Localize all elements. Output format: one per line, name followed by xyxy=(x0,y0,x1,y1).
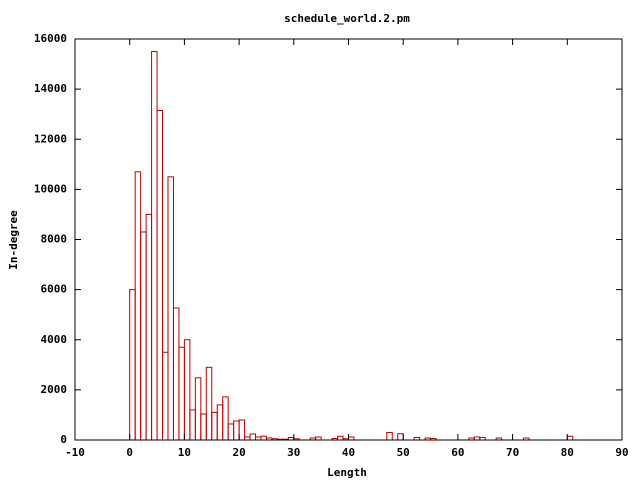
bar xyxy=(337,435,344,441)
bar xyxy=(249,433,257,441)
bar xyxy=(566,435,574,441)
y-tick-label: 0 xyxy=(60,433,67,446)
bar xyxy=(172,307,180,441)
bar xyxy=(211,411,218,441)
bar xyxy=(167,176,174,441)
x-tick-label: 90 xyxy=(615,446,628,459)
x-tick-label: 40 xyxy=(342,446,355,459)
x-tick-label: 70 xyxy=(506,446,519,459)
bar xyxy=(156,109,164,441)
y-tick-label: 16000 xyxy=(34,32,67,45)
y-tick-label: 4000 xyxy=(41,333,68,346)
x-axis-label: Length xyxy=(327,466,367,479)
bar xyxy=(233,420,240,441)
x-tick-label: 10 xyxy=(178,446,191,459)
bar xyxy=(200,413,207,441)
y-tick-label: 12000 xyxy=(34,132,67,145)
bar xyxy=(162,351,169,441)
x-tick-label: 20 xyxy=(232,446,245,459)
y-tick-label: 8000 xyxy=(41,233,68,246)
bar xyxy=(216,404,224,441)
x-tick-label: 0 xyxy=(126,446,133,459)
bar xyxy=(194,377,202,441)
x-tick-label: 30 xyxy=(287,446,300,459)
bar xyxy=(205,366,213,441)
x-tick-label: -10 xyxy=(65,446,85,459)
plot-border xyxy=(74,38,623,441)
chart-title: schedule_world.2.pm xyxy=(284,12,410,25)
bar xyxy=(227,423,235,441)
bar xyxy=(238,419,246,441)
bar xyxy=(397,433,404,441)
x-tick-label: 80 xyxy=(561,446,574,459)
bar xyxy=(140,231,147,441)
bar xyxy=(183,339,191,441)
y-tick-label: 2000 xyxy=(41,383,68,396)
bar xyxy=(134,171,142,441)
y-tick-label: 14000 xyxy=(34,82,67,95)
bar xyxy=(178,346,185,441)
x-tick-label: 60 xyxy=(451,446,464,459)
bar xyxy=(222,396,229,441)
bar xyxy=(129,289,136,441)
bar xyxy=(151,51,158,441)
bar xyxy=(189,409,196,441)
bar xyxy=(145,213,153,441)
y-tick-label: 10000 xyxy=(34,182,67,195)
y-tick-label: 6000 xyxy=(41,283,68,296)
bar xyxy=(386,431,393,441)
bar xyxy=(260,435,267,441)
y-axis-label: In-degree xyxy=(7,210,20,270)
x-tick-label: 50 xyxy=(397,446,410,459)
